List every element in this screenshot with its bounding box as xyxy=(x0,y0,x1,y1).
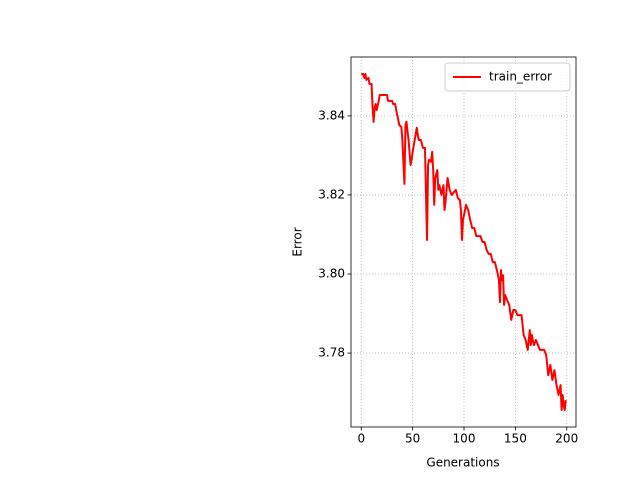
y-axis-label: Error xyxy=(291,227,305,256)
x-tick-label: 0 xyxy=(357,432,365,446)
line xyxy=(361,72,567,412)
x-tick-label: 200 xyxy=(555,432,578,446)
y-tick-label: 3.82 xyxy=(318,187,345,201)
legend-box xyxy=(444,62,571,92)
legend-label: train_error xyxy=(489,70,552,84)
x-tick-label: 150 xyxy=(504,432,527,446)
y-tick-label: 3.80 xyxy=(318,267,345,281)
plot-frame xyxy=(350,56,577,428)
x-axis-label: Generations xyxy=(426,456,499,470)
y-tick-label: 3.78 xyxy=(318,346,345,360)
x-tick-label: 100 xyxy=(453,432,476,446)
x-tick-label: 50 xyxy=(405,432,420,446)
y-tick-label: 3.84 xyxy=(318,108,345,122)
